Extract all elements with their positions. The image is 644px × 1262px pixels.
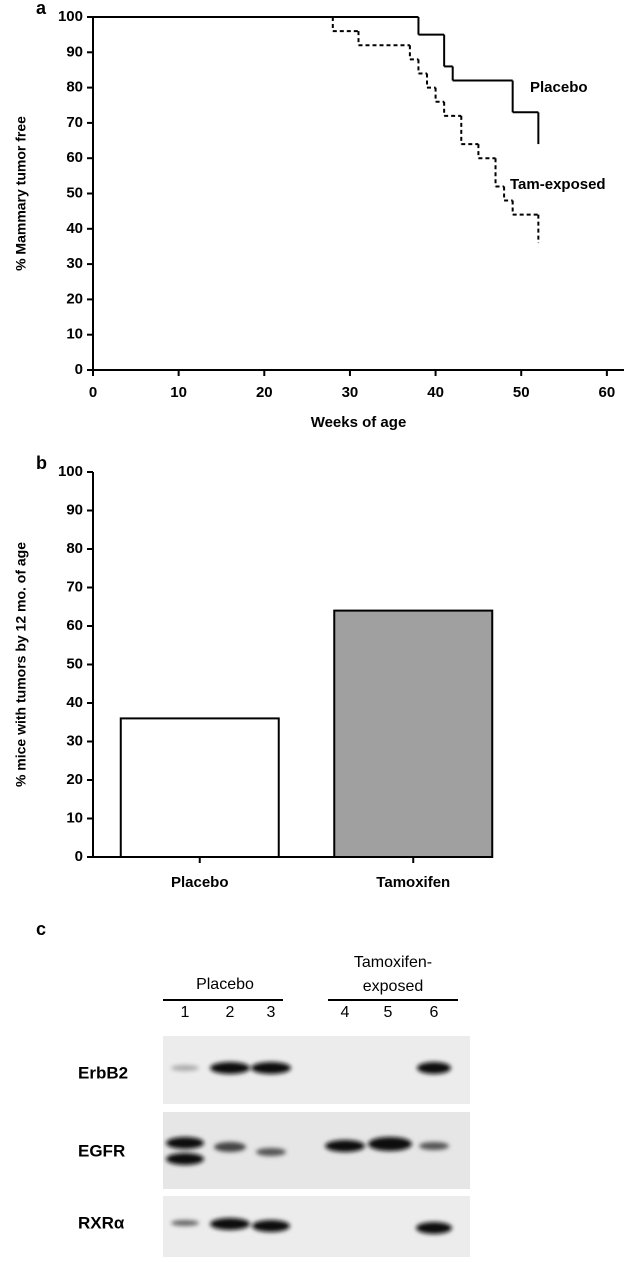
x-axis-label: Weeks of age (311, 414, 407, 431)
bar (121, 718, 279, 857)
y-axis-label: % mice with tumors by 12 mo. of age (13, 542, 29, 787)
y-tick-label: 30 (66, 732, 83, 749)
row-label: ErbB2 (78, 1063, 128, 1082)
band (214, 1142, 246, 1152)
y-tick-label: 90 (66, 43, 83, 60)
y-tick-label: 50 (66, 655, 83, 672)
band (252, 1220, 290, 1232)
lane-label: 6 (430, 1004, 439, 1021)
y-tick-label: 90 (66, 501, 83, 518)
x-tick-label: 50 (513, 384, 530, 401)
y-tick-label: 60 (66, 617, 83, 634)
figure: c Placebo Tamoxifen- exposed 1 2 3 4 5 6… (0, 0, 644, 1257)
x-tick-label: 40 (427, 384, 444, 401)
y-tick-label: 100 (58, 8, 83, 25)
band (171, 1220, 199, 1226)
band (417, 1062, 451, 1074)
y-tick-label: 20 (66, 771, 83, 788)
x-tick-label: 30 (342, 384, 359, 401)
y-tick-label: 10 (66, 326, 83, 343)
band (210, 1218, 250, 1230)
x-tick-label: 60 (599, 384, 616, 401)
x-tick-label: 10 (170, 384, 187, 401)
panel-label: a (36, 0, 47, 18)
panel-label: b (36, 453, 47, 473)
group-label: Tamoxifen- (354, 954, 432, 971)
series-label: Placebo (530, 79, 588, 96)
lane-label: 3 (267, 1004, 276, 1021)
y-axis-label: % Mammary tumor free (13, 116, 29, 271)
row-label: EGFR (78, 1141, 125, 1160)
band (325, 1140, 365, 1152)
y-tick-label: 20 (66, 290, 83, 307)
y-tick-label: 0 (75, 848, 83, 865)
group-label: exposed (363, 978, 424, 995)
y-tick-label: 30 (66, 255, 83, 272)
band (166, 1137, 204, 1149)
blot-panel (163, 1112, 470, 1189)
row-label: RXRα (78, 1213, 125, 1232)
series-label: Tam-exposed (510, 176, 606, 193)
y-tick-label: 80 (66, 540, 83, 557)
band (210, 1062, 250, 1074)
bar (334, 611, 492, 857)
y-tick-label: 60 (66, 149, 83, 166)
group-label: Placebo (196, 976, 254, 993)
band (166, 1153, 204, 1165)
lane-label: 2 (226, 1004, 235, 1021)
band (368, 1137, 412, 1151)
band (416, 1222, 452, 1234)
page: c Placebo Tamoxifen- exposed 1 2 3 4 5 6… (0, 0, 644, 1262)
y-tick-label: 40 (66, 220, 83, 237)
y-tick-label: 70 (66, 578, 83, 595)
lane-label: 4 (341, 1004, 350, 1021)
x-tick-label: 0 (89, 384, 97, 401)
lane-label: 5 (384, 1004, 393, 1021)
band (171, 1065, 199, 1071)
band (419, 1142, 449, 1150)
y-tick-label: 80 (66, 79, 83, 96)
x-tick-label: Tamoxifen (376, 874, 450, 891)
y-tick-label: 70 (66, 114, 83, 131)
y-tick-label: 10 (66, 809, 83, 826)
y-tick-label: 100 (58, 463, 83, 480)
band (256, 1148, 286, 1156)
lane-label: 1 (181, 1004, 190, 1021)
y-tick-label: 50 (66, 184, 83, 201)
y-tick-label: 40 (66, 694, 83, 711)
x-tick-label: Placebo (171, 874, 229, 891)
x-tick-label: 20 (256, 384, 273, 401)
panel-label: c (36, 919, 46, 939)
y-tick-label: 0 (75, 361, 83, 378)
band (251, 1062, 291, 1074)
